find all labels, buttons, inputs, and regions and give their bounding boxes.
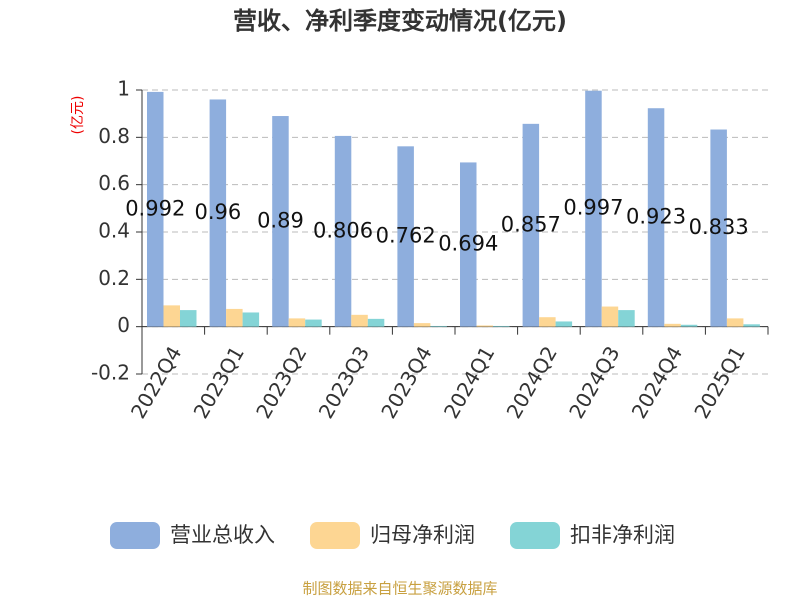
x-tick-label: 2022Q4 — [126, 342, 186, 423]
bar — [680, 324, 698, 327]
y-tick-label: -0.2 — [91, 361, 130, 385]
bar — [226, 308, 243, 327]
bar — [209, 99, 227, 327]
x-tick-label: 2024Q2 — [502, 342, 562, 423]
bar — [460, 162, 477, 327]
y-tick-label: 0.2 — [98, 266, 130, 290]
chart-title: 营收、净利季度变动情况(亿元) — [233, 7, 567, 35]
y-tick-label: 1 — [117, 77, 130, 101]
bar — [522, 123, 540, 327]
legend-swatch — [510, 522, 560, 549]
bar — [397, 146, 414, 327]
data-label: 0.923 — [626, 204, 686, 228]
data-label: 0.857 — [501, 212, 561, 236]
y-tick-label: 0.8 — [98, 124, 130, 148]
bar — [334, 135, 352, 327]
x-tick-label: 2023Q2 — [251, 342, 311, 423]
x-tick-label: 2023Q4 — [376, 342, 436, 423]
x-tick-label: 2025Q1 — [689, 342, 749, 423]
bar — [163, 305, 180, 327]
source-note: 制图数据来自恒生聚源数据库 — [302, 580, 497, 598]
y-axis-label: (亿元) — [70, 96, 86, 135]
bar — [555, 321, 573, 327]
bar — [180, 310, 197, 327]
bar — [710, 129, 727, 327]
legend-label: 归母净利润 — [370, 523, 475, 547]
x-tick-label: 2023Q1 — [189, 342, 249, 423]
bar — [601, 306, 619, 327]
bar — [585, 90, 602, 327]
bar — [743, 324, 760, 327]
legend-label: 扣非净利润 — [570, 523, 675, 547]
bar — [726, 318, 744, 327]
data-label: 0.992 — [125, 196, 185, 220]
bar — [664, 323, 681, 327]
legend-swatch — [310, 522, 360, 549]
bar — [272, 116, 289, 327]
bar — [413, 323, 431, 327]
bar — [288, 318, 306, 327]
data-label: 0.806 — [313, 218, 373, 242]
data-label: 0.997 — [563, 196, 623, 220]
bar — [647, 108, 665, 327]
bar — [242, 312, 260, 327]
y-tick-label: 0.4 — [98, 219, 130, 243]
data-label: 0.89 — [257, 208, 304, 232]
x-tick-label: 2024Q1 — [439, 342, 499, 423]
legend-label: 营业总收入 — [170, 523, 275, 547]
data-label: 0.96 — [194, 200, 241, 224]
bar — [351, 314, 368, 327]
data-label: 0.762 — [376, 223, 436, 247]
x-tick-label: 2024Q4 — [627, 342, 687, 423]
data-label: 0.833 — [689, 215, 749, 239]
bar — [493, 325, 510, 327]
x-tick-label: 2024Q3 — [564, 342, 624, 423]
legend-swatch — [110, 522, 160, 549]
bar — [539, 317, 556, 327]
bar — [305, 319, 322, 327]
y-tick-label: 0 — [117, 313, 130, 337]
data-label: 0.694 — [438, 232, 498, 256]
bar — [618, 310, 635, 327]
bar — [147, 91, 164, 327]
y-tick-label: 0.6 — [98, 171, 130, 195]
bar — [476, 325, 493, 327]
x-tick-label: 2023Q3 — [314, 342, 374, 423]
bar — [430, 325, 447, 327]
bar — [367, 318, 385, 327]
